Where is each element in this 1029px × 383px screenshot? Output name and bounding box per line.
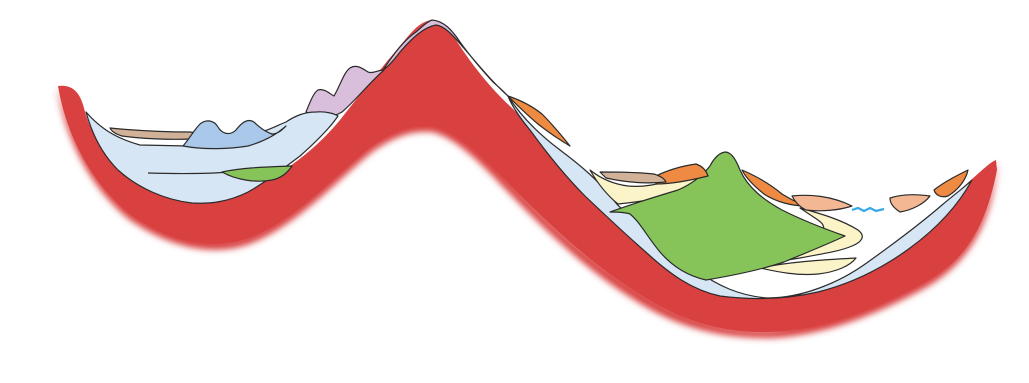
water-line: [851, 206, 885, 213]
summit-lilac-cap: [382, 19, 509, 97]
orange-deposit-far: [933, 169, 969, 198]
basement-rock: [58, 20, 997, 333]
cream-band-bottom: [759, 257, 857, 276]
green-cone: [609, 151, 846, 281]
orange-deposit-mid: [655, 163, 709, 185]
left-blue-mounds: [182, 119, 287, 150]
peach-band-right: [889, 194, 931, 213]
peach-band: [791, 194, 853, 212]
orange-deposit-upper: [507, 95, 571, 147]
left-green-lens: [221, 165, 293, 182]
lilac-peaks: [305, 65, 385, 118]
tan-strip: [599, 171, 667, 184]
